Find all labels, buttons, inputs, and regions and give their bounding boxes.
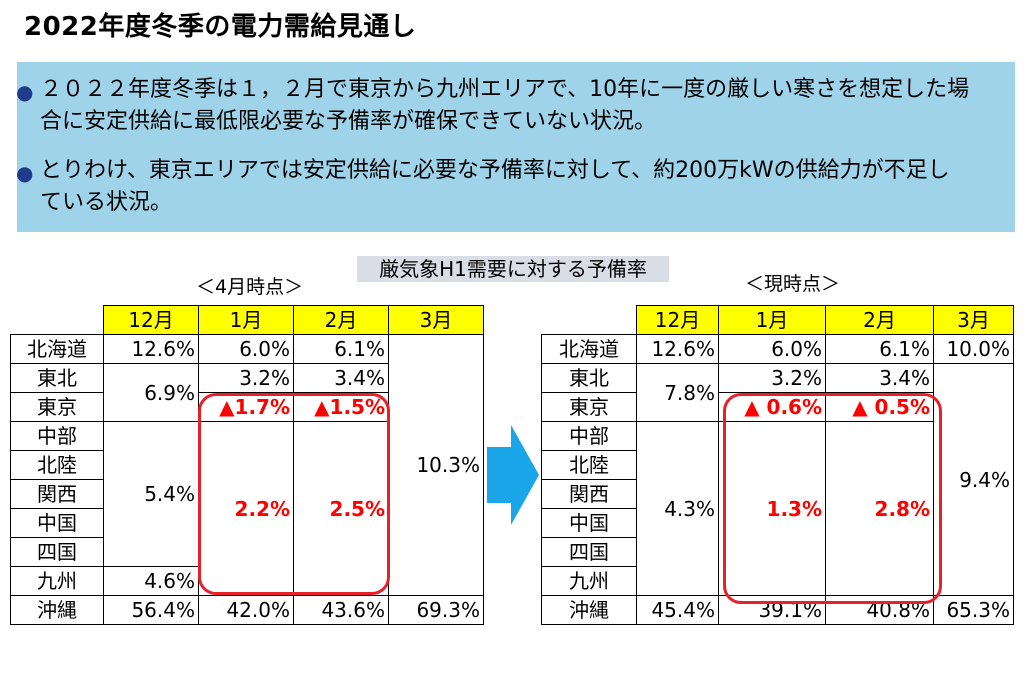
region-label: 東京 — [541, 392, 637, 422]
value-cell: 42.0% — [198, 595, 294, 625]
value-cell: 2.8% — [825, 421, 934, 596]
value-cell: 43.6% — [293, 595, 389, 625]
region-label: 中国 — [541, 508, 637, 538]
value-cell: 10.0% — [933, 334, 1014, 364]
region-label: 北陸 — [10, 450, 104, 480]
summary-bullet-2: ● とりわけ、東京エリアでは安定供給に必要な予備率に対して、約200万kWの供給… — [16, 155, 970, 219]
region-label: 中国 — [10, 508, 104, 538]
value-cell: 65.3% — [933, 595, 1014, 625]
month-header: 2月 — [825, 305, 934, 335]
value-cell: 5.4% — [103, 421, 199, 567]
value-cell: 1.3% — [718, 421, 826, 596]
value-cell: 6.0% — [718, 334, 826, 364]
deficit-value-cell: ▲ 0.5% — [825, 392, 934, 422]
region-label: 北海道 — [541, 334, 637, 364]
summary-box — [17, 62, 1015, 232]
value-cell: 3.2% — [198, 363, 294, 393]
value-cell: 12.6% — [103, 334, 199, 364]
month-header: 12月 — [103, 305, 199, 335]
deficit-highlight-frame — [723, 393, 942, 604]
month-header: 3月 — [933, 305, 1014, 335]
summary-bullet-text: とりわけ、東京エリアでは安定供給に必要な予備率に対して、約200万kWの供給力が… — [40, 158, 950, 215]
region-label: 関西 — [10, 479, 104, 509]
region-label: 東北 — [10, 363, 104, 393]
value-cell: 9.4% — [933, 363, 1014, 596]
month-header: 12月 — [636, 305, 719, 335]
month-header: 1月 — [718, 305, 826, 335]
bullet-dot-icon: ● — [16, 161, 34, 185]
value-cell: 3.4% — [293, 363, 389, 393]
value-cell: 6.0% — [198, 334, 294, 364]
value-cell: 10.3% — [388, 334, 484, 596]
summary-bullet-text: ２０２２年度冬季は１，２月で東京から九州エリアで、10年に一度の厳しい寒さを想定… — [40, 77, 970, 134]
value-cell: 3.4% — [825, 363, 934, 393]
right-arrow-icon — [487, 425, 539, 525]
deficit-highlight-frame — [198, 393, 390, 595]
corner-cell — [10, 305, 104, 335]
value-cell: 6.1% — [293, 334, 389, 364]
region-label: 関西 — [541, 479, 637, 509]
region-label: 北陸 — [541, 450, 637, 480]
month-header: 3月 — [388, 305, 484, 335]
region-label: 中部 — [10, 421, 104, 451]
month-header: 1月 — [198, 305, 294, 335]
region-label: 沖縄 — [541, 595, 637, 625]
value-cell: 2.5% — [293, 421, 389, 596]
region-label: 九州 — [541, 566, 637, 596]
left-table-caption: ＜4月時点＞ — [196, 276, 304, 298]
region-label: 中部 — [541, 421, 637, 451]
value-cell: 12.6% — [636, 334, 719, 364]
value-cell: 3.2% — [718, 363, 826, 393]
value-cell: 4.3% — [636, 421, 719, 596]
value-cell: 45.4% — [636, 595, 719, 625]
region-label: 北海道 — [10, 334, 104, 364]
month-header: 2月 — [293, 305, 389, 335]
value-cell: 2.2% — [198, 421, 294, 596]
value-cell: 4.6% — [103, 566, 199, 596]
value-cell: 6.1% — [825, 334, 934, 364]
value-cell: 6.9% — [103, 363, 199, 422]
region-label: 東北 — [541, 363, 637, 393]
value-cell: 69.3% — [388, 595, 484, 625]
corner-cell — [541, 305, 637, 335]
right-table-caption: ＜現時点＞ — [745, 273, 841, 295]
section-title: 厳気象H1需要に対する予備率 — [357, 256, 669, 282]
value-cell: 39.1% — [718, 595, 826, 625]
value-cell: 56.4% — [103, 595, 199, 625]
region-label: 四国 — [10, 537, 104, 567]
region-label: 九州 — [10, 566, 104, 596]
region-label: 四国 — [541, 537, 637, 567]
bullet-dot-icon: ● — [16, 80, 34, 104]
value-cell: 7.8% — [636, 363, 719, 422]
page-title: 2022年度冬季の電力需給見通し — [24, 12, 417, 42]
summary-bullet-1: ● ２０２２年度冬季は１，２月で東京から九州エリアで、10年に一度の厳しい寒さを… — [16, 74, 970, 138]
region-label: 東京 — [10, 392, 104, 422]
reserve-margin-table-current: 12月 1月 2月 3月 北海道 12.6% 6.0% 6.1% 10.0% 東… — [541, 305, 1014, 625]
region-label: 沖縄 — [10, 595, 104, 625]
